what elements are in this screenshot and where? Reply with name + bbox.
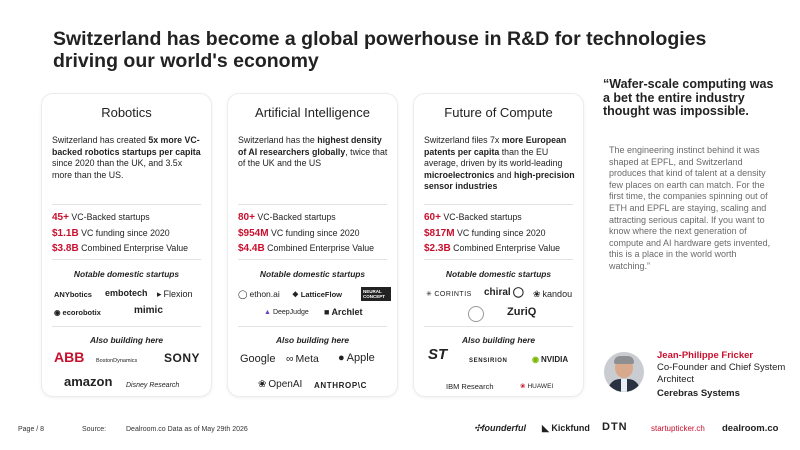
logo-ecorobotix: ◉ ecorobotix [54,308,101,317]
stats-list: 60+ VC-Backed startups $817M VC funding … [424,210,579,257]
card-description: Switzerland has created 5x more VC-backe… [52,135,201,180]
logo-abb: ABB [54,349,85,365]
divider [238,204,387,205]
divider [52,259,201,260]
logo-ethon-ai: ◯ ethon.ai [238,289,280,299]
logo-huawei: ❀ HUAWEI [520,383,554,390]
logo-latticeflow: ❖ LatticeFlow [292,290,342,299]
card-heading: Robotics [101,105,152,120]
stat-startups: 45+ VC-Backed startups [52,212,150,223]
logo-deepjudge: ▲ DeepJudge [264,309,309,316]
divider [424,259,573,260]
card-artificial-intelligence: Artificial Intelligence Switzerland has … [227,93,398,397]
logo-st: ST [428,346,448,363]
logo-sony: SONY [164,351,201,365]
logo-anybotics: ANYbotics [54,290,92,299]
source-label: Source: [82,426,107,433]
logo-meta: ∞ Meta [286,353,319,365]
divider [52,204,201,205]
logo-disney-research: Disney Research [126,382,180,389]
logo-dtn: DTN [602,421,628,433]
stat-startups: 60+ VC-Backed startups [424,212,522,223]
divider [238,326,387,327]
person-role: Co-Founder and Chief System Architect [657,362,786,385]
logo-kandou: ❀ kandou [533,289,573,299]
stats-list: 80+ VC-Backed startups $954M VC funding … [238,210,393,257]
card-heading: Artificial Intelligence [255,105,370,120]
source-text: Dealroom.co Data as of May 29th 2026 [126,426,248,433]
logo-founderful: ✣founderful [474,423,527,433]
quote-headline: “Wafer-scale computing was a bet the ent… [603,77,774,118]
also-label: Also building here [275,335,350,345]
quote-body: The engineering instinct behind it was s… [609,145,771,271]
card-description: Switzerland files 7x more European paten… [424,135,575,192]
also-label: Also building here [461,335,536,345]
person-organization: Cerebras Systems [657,388,740,399]
stat-funding: $1.1B VC funding since 2020 [52,227,170,239]
logo-corintis: ✳ CORINTIS [426,291,472,298]
logo-dealroom: dealroom.co [722,423,779,434]
logo-mimic: mimic [134,305,163,316]
notable-label: Notable domestic startups [445,269,552,279]
logo-nvidia: ◉ NVIDIA [532,355,569,364]
logo-ibm-research: IBM Research [446,382,494,391]
logo-sensirion: SENSIRION [469,358,508,364]
stat-funding: $817M VC funding since 2020 [424,227,546,239]
notable-label: Notable domestic startups [259,269,366,279]
divider [238,259,387,260]
logo-startupticker: startupticker.ch [651,424,705,433]
person-name: Jean-Philippe Fricker [657,350,754,361]
divider [424,326,573,327]
stat-startups: 80+ VC-Backed startups [238,212,336,223]
card-future-of-compute: Future of Compute Switzerland files 7x m… [413,93,584,397]
logo-zuriq: ZuriQ [507,306,537,318]
notable-label: Notable domestic startups [73,269,180,279]
stat-enterprise-value: $2.3B Combined Enterprise Value [424,243,561,254]
divider [424,204,573,205]
logo-chiral: chiral ◯ [484,287,524,298]
stats-list: 45+ VC-Backed startups $1.1B VC funding … [52,210,207,257]
logo-archlet: ■ Archlet [324,307,363,317]
logo-neural-concept: NEURAL CONCEPT [361,287,391,301]
also-label: Also building here [89,335,164,345]
stat-enterprise-value: $4.4B Combined Enterprise Value [238,243,375,254]
logo-embotech: embotech [105,288,148,298]
logo-amazon: amazon [64,374,113,389]
card-heading: Future of Compute [444,105,553,120]
globe-icon [468,306,484,322]
logo-openai: ❀ OpenAI [258,379,303,390]
divider [52,326,201,327]
stat-funding: $954M VC funding since 2020 [238,227,360,239]
page-title: Switzerland has become a global powerhou… [53,28,707,72]
stat-enterprise-value: $3.8B Combined Enterprise Value [52,243,189,254]
logo-boston-dynamics: BostonDynamics [96,358,138,364]
page-number: Page / 8 [18,426,45,433]
logo-anthropic: ANTHROP\C [314,381,367,390]
logo-flexion: ▸ Flexion [157,289,193,299]
logo-google: Google [240,353,276,365]
card-robotics: Robotics Switzerland has created 5x more… [41,93,212,397]
logo-apple: ● Apple [338,352,375,364]
card-description: Switzerland has the highest density of A… [238,135,388,169]
avatar [604,352,644,392]
logo-kickfund: ◣ Kickfund [542,423,590,433]
